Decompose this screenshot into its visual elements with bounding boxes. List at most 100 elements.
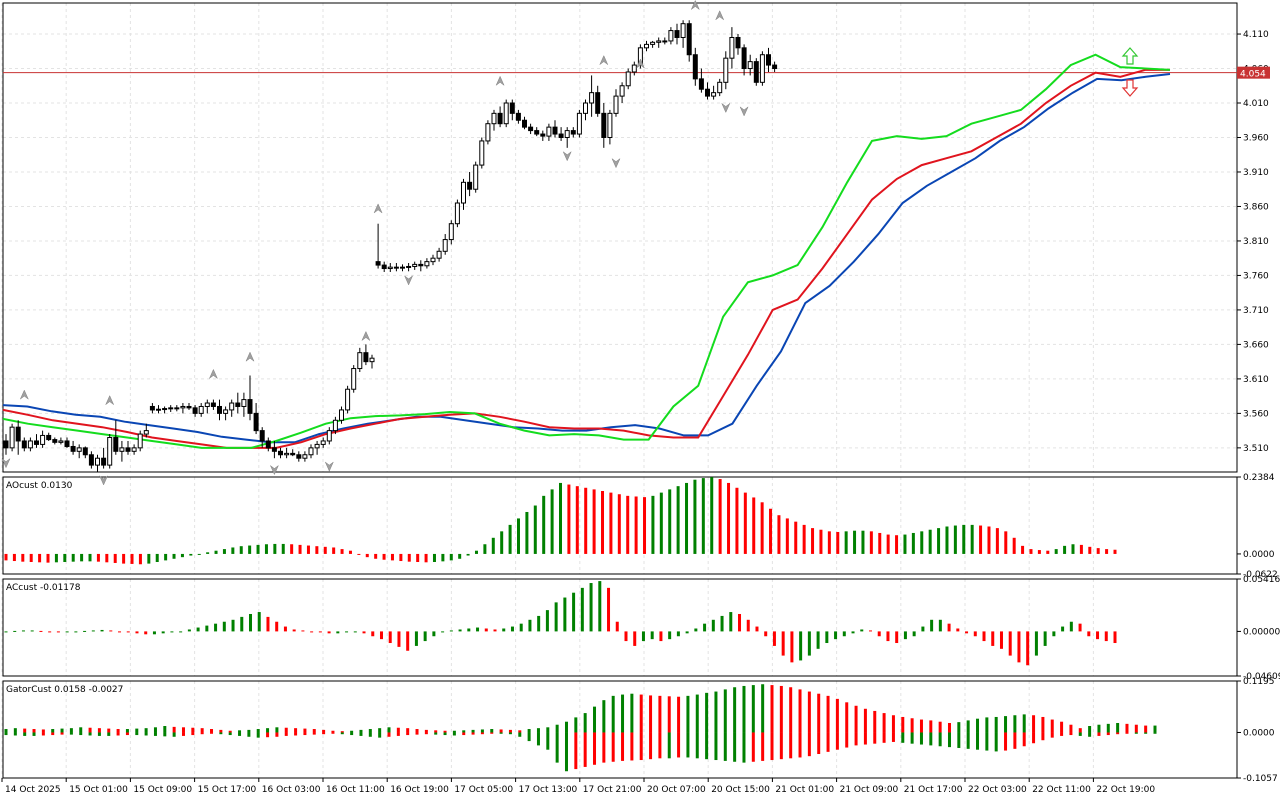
candle[interactable] bbox=[448, 220, 454, 245]
candle[interactable] bbox=[406, 263, 412, 272]
candle[interactable] bbox=[607, 109, 613, 145]
candle[interactable] bbox=[558, 127, 564, 141]
candle[interactable] bbox=[479, 137, 485, 169]
candle[interactable] bbox=[692, 47, 698, 86]
candle[interactable] bbox=[686, 20, 692, 62]
candle[interactable] bbox=[741, 44, 747, 76]
candle[interactable] bbox=[271, 440, 277, 459]
candle[interactable] bbox=[491, 109, 497, 131]
candle[interactable] bbox=[210, 399, 216, 410]
candle[interactable] bbox=[58, 437, 64, 445]
candle[interactable] bbox=[747, 54, 753, 76]
candle[interactable] bbox=[515, 109, 521, 124]
candle[interactable] bbox=[552, 120, 558, 138]
candle[interactable] bbox=[162, 406, 168, 414]
candle[interactable] bbox=[64, 437, 70, 448]
candle[interactable] bbox=[265, 437, 271, 452]
candle[interactable] bbox=[3, 434, 9, 455]
candle[interactable] bbox=[149, 403, 155, 414]
candle[interactable] bbox=[314, 440, 320, 455]
candle[interactable] bbox=[393, 263, 399, 272]
candle[interactable] bbox=[320, 437, 326, 448]
candle[interactable] bbox=[34, 434, 39, 448]
candle[interactable] bbox=[540, 130, 546, 141]
candle[interactable] bbox=[198, 403, 204, 417]
candle[interactable] bbox=[631, 61, 637, 76]
candle[interactable] bbox=[436, 247, 442, 262]
candle[interactable] bbox=[387, 263, 393, 272]
candle[interactable] bbox=[546, 123, 552, 141]
candle[interactable] bbox=[442, 234, 448, 255]
candle[interactable] bbox=[125, 440, 131, 455]
candle[interactable] bbox=[473, 161, 479, 193]
candle[interactable] bbox=[27, 437, 33, 452]
candle[interactable] bbox=[601, 103, 607, 148]
candle[interactable] bbox=[204, 399, 210, 414]
gator-pane[interactable] bbox=[4, 684, 1157, 772]
candle[interactable] bbox=[717, 78, 723, 97]
candle[interactable] bbox=[583, 99, 588, 121]
candle[interactable] bbox=[381, 261, 387, 272]
candle[interactable] bbox=[76, 444, 82, 459]
candle[interactable] bbox=[485, 120, 491, 145]
candle[interactable] bbox=[412, 261, 418, 270]
candle[interactable] bbox=[735, 34, 741, 55]
candle[interactable] bbox=[186, 403, 192, 410]
candle[interactable] bbox=[101, 447, 107, 469]
candle[interactable] bbox=[326, 427, 332, 445]
candle[interactable] bbox=[625, 68, 631, 90]
candle[interactable] bbox=[698, 68, 704, 93]
candle[interactable] bbox=[119, 440, 125, 462]
candle[interactable] bbox=[772, 61, 778, 72]
candle[interactable] bbox=[430, 254, 436, 266]
ac-pane[interactable] bbox=[4, 581, 1117, 666]
candle[interactable] bbox=[296, 451, 302, 462]
candle[interactable] bbox=[15, 420, 21, 455]
candle[interactable] bbox=[509, 99, 515, 121]
candle[interactable] bbox=[290, 449, 296, 457]
candle[interactable] bbox=[174, 405, 180, 412]
candle[interactable] bbox=[644, 40, 649, 52]
candle[interactable] bbox=[668, 27, 674, 45]
candle[interactable] bbox=[656, 37, 662, 48]
candle[interactable] bbox=[729, 27, 735, 69]
candle[interactable] bbox=[88, 451, 94, 469]
candle[interactable] bbox=[70, 440, 76, 455]
candle[interactable] bbox=[235, 392, 241, 414]
candle[interactable] bbox=[461, 178, 466, 210]
candle[interactable] bbox=[52, 437, 58, 445]
candle[interactable] bbox=[503, 99, 509, 128]
candle[interactable] bbox=[759, 51, 765, 86]
candle[interactable] bbox=[534, 127, 540, 137]
candle[interactable] bbox=[363, 344, 369, 366]
candle[interactable] bbox=[766, 47, 771, 72]
candle[interactable] bbox=[613, 89, 619, 117]
candle[interactable] bbox=[40, 430, 46, 448]
candle[interactable] bbox=[302, 451, 308, 462]
candle[interactable] bbox=[308, 444, 314, 459]
candle[interactable] bbox=[705, 82, 710, 100]
candle[interactable] bbox=[168, 405, 174, 412]
candle[interactable] bbox=[595, 85, 601, 117]
candle[interactable] bbox=[522, 116, 527, 130]
candle[interactable] bbox=[131, 444, 137, 455]
candle[interactable] bbox=[619, 82, 625, 104]
candle[interactable] bbox=[95, 454, 100, 472]
candle[interactable] bbox=[107, 434, 113, 469]
candle[interactable] bbox=[143, 423, 149, 438]
candle[interactable] bbox=[662, 37, 668, 45]
candle[interactable] bbox=[229, 399, 235, 417]
candle[interactable] bbox=[241, 392, 247, 417]
candle[interactable] bbox=[82, 446, 88, 459]
candle[interactable] bbox=[253, 403, 259, 435]
candle[interactable] bbox=[332, 416, 338, 435]
candle[interactable] bbox=[723, 51, 729, 90]
candle[interactable] bbox=[375, 223, 381, 269]
candle[interactable] bbox=[753, 58, 759, 86]
price-pane[interactable] bbox=[1, 0, 1237, 486]
candle[interactable] bbox=[589, 75, 595, 117]
candle[interactable] bbox=[528, 123, 534, 135]
candle[interactable] bbox=[217, 399, 222, 421]
candle[interactable] bbox=[180, 403, 186, 414]
